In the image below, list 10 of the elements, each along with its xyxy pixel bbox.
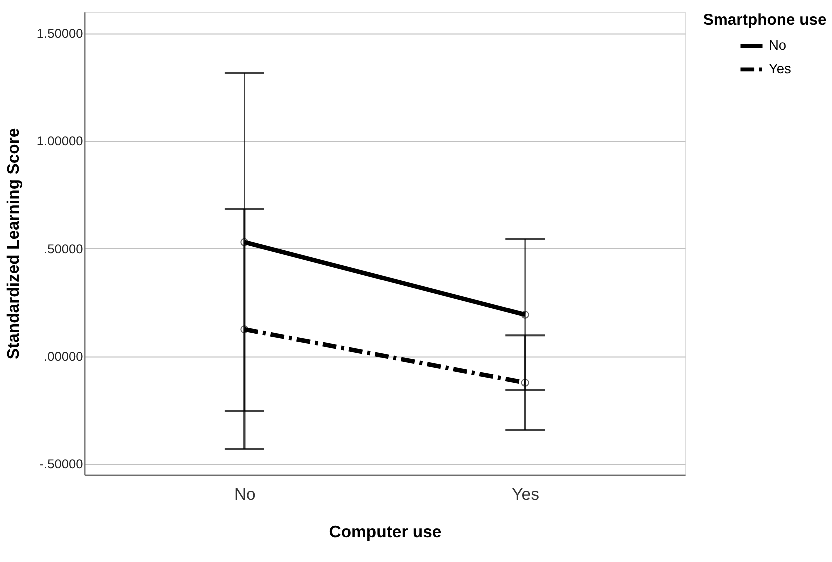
y-tick-label: .50000	[44, 241, 84, 256]
legend-label: Yes	[768, 62, 792, 77]
y-tick-label: .00000	[44, 348, 84, 364]
x-axis-title: Computer use	[329, 522, 442, 542]
y-tick-label: -.50000	[40, 456, 84, 472]
legend-title: Smartphone use	[703, 12, 827, 29]
legend-label: No	[768, 38, 787, 54]
y-axis-title: Standardized Learning Score	[4, 128, 24, 360]
y-tick-label: 1.50000	[36, 26, 84, 42]
y-tick-label: 1.00000	[36, 134, 84, 149]
